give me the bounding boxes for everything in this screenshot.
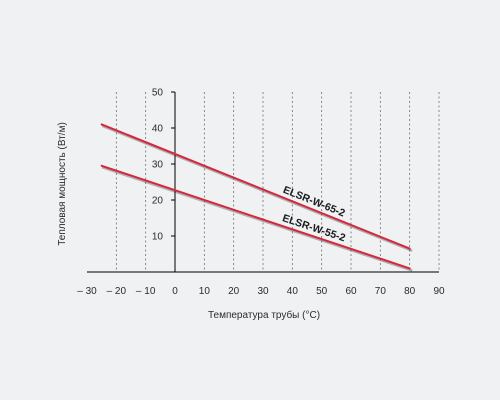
grid-lines <box>115 92 440 272</box>
x-tick-label: – 10 <box>136 286 156 297</box>
y-axis-title: Тепловая мощность (Вт/м) <box>57 122 68 246</box>
x-tick-label: 50 <box>316 286 328 297</box>
x-tick-label: 60 <box>345 286 357 297</box>
x-tick-label: 20 <box>228 286 240 297</box>
series-lines <box>100 123 413 272</box>
y-tick-label: 10 <box>152 232 164 243</box>
x-tick-label: 30 <box>257 286 269 297</box>
x-tick-label: 10 <box>199 286 211 297</box>
x-tick-label: 70 <box>375 286 387 297</box>
x-axis-title: Температура трубы (°C) <box>208 309 320 321</box>
series-line <box>100 123 411 250</box>
y-tick-label: 30 <box>152 160 164 171</box>
x-tick-label: 80 <box>404 286 416 297</box>
x-tick-label: – 20 <box>107 286 127 297</box>
series-shadow <box>101 124 413 252</box>
series-shadow <box>101 166 413 272</box>
axes <box>87 91 439 273</box>
y-tick-label: 20 <box>152 196 164 207</box>
y-tick-label: 40 <box>152 124 164 135</box>
x-tick-label: 40 <box>287 286 299 297</box>
y-tick-label: 50 <box>152 88 164 99</box>
labels: – 30 – 20 – 10 0 10 20 30 40 50 60 70 80 90 10 20 30 40 5… <box>77 88 445 298</box>
x-tick-label: 90 <box>433 286 445 297</box>
x-tick-label: 0 <box>172 286 178 297</box>
series-line <box>100 164 411 270</box>
x-tick-label: – 30 <box>77 286 97 297</box>
